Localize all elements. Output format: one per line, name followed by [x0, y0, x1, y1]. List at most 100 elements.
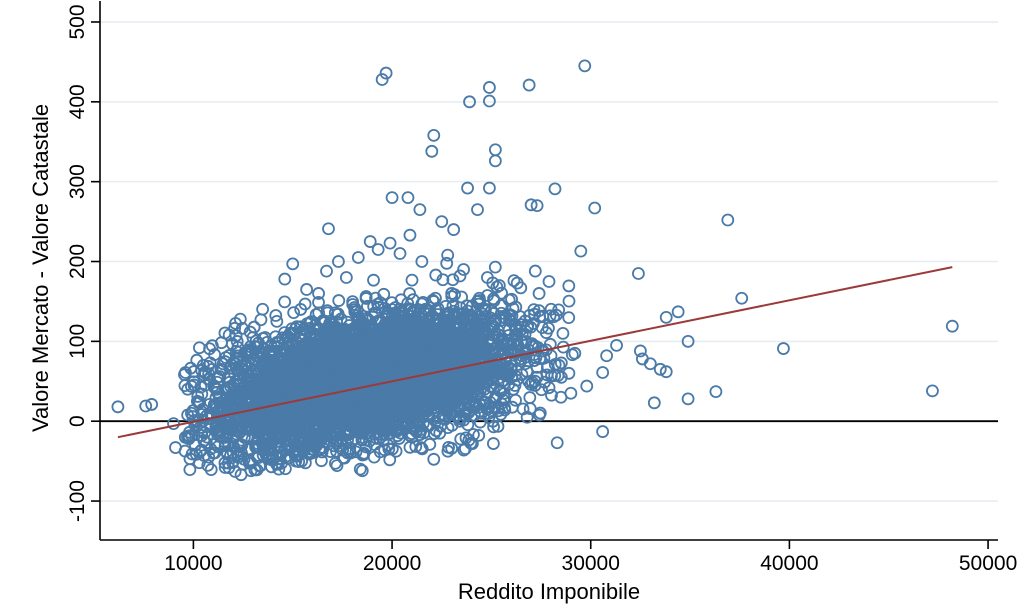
cloud-point [562, 311, 576, 325]
cloud-point [527, 303, 541, 317]
cloud-point [296, 333, 310, 346]
cloud-point [459, 431, 473, 445]
cloud-point [309, 308, 323, 321]
cloud-point [207, 398, 221, 411]
cloud-point [494, 299, 508, 313]
cloud-point [187, 375, 201, 389]
cloud-point [328, 306, 342, 320]
cloud-point [539, 326, 553, 339]
cloud-point [523, 391, 537, 404]
cloud-point [350, 304, 364, 318]
cloud-point [405, 273, 419, 287]
cloud-point [221, 391, 235, 405]
cloud-point [210, 382, 224, 396]
cloud-point [332, 294, 346, 307]
cloud-point [457, 443, 471, 457]
cloud-point [237, 422, 251, 436]
cloud-point [254, 313, 268, 327]
cloud-point [278, 336, 292, 350]
cloud-point [314, 454, 328, 468]
cloud-point [507, 274, 521, 288]
cloud-point [349, 445, 363, 459]
cloud-point [472, 428, 486, 442]
cloud-point [235, 391, 249, 405]
cloud-point [545, 388, 558, 402]
cloud-point [367, 273, 380, 287]
cloud-point [533, 352, 547, 365]
cloud-point [460, 383, 474, 397]
cloud-point [247, 320, 261, 334]
cloud-point [271, 457, 285, 471]
cloud-point [427, 452, 441, 466]
cloud-point [266, 447, 279, 461]
cloud-point [562, 279, 576, 293]
cloud-point [554, 370, 568, 384]
cloud-point [329, 456, 342, 470]
cloud-point [390, 424, 404, 438]
cloud-point [426, 293, 440, 307]
cloud-point [528, 379, 542, 392]
cloud-point [370, 432, 384, 445]
cloud-point [330, 459, 344, 473]
cloud-point [237, 352, 251, 366]
cloud-point [392, 423, 406, 437]
cloud-point [278, 295, 292, 309]
cloud-point [488, 260, 502, 274]
cloud-point [475, 324, 489, 338]
cloud-point [265, 460, 278, 474]
cloud-point [200, 409, 214, 423]
cloud-point [205, 339, 219, 353]
cloud-point [243, 454, 256, 468]
cloud-point [203, 356, 217, 370]
cloud-point [554, 356, 568, 370]
cloud-point [253, 425, 267, 439]
cloud-point [532, 408, 546, 422]
cloud-point [543, 309, 557, 323]
cloud-point [333, 435, 347, 448]
cloud-point [282, 451, 296, 465]
cloud-point [506, 302, 520, 315]
cloud-point [535, 383, 548, 397]
cloud-point [356, 448, 369, 462]
cloud-point [250, 340, 264, 354]
cloud-point [273, 449, 287, 462]
cloud-point [502, 337, 516, 351]
cloud-point [464, 380, 477, 394]
cloud-point [195, 429, 209, 442]
cloud-point [549, 308, 563, 322]
cloud-point [440, 256, 454, 270]
cloud-point [227, 440, 241, 454]
cloud-point [562, 294, 576, 308]
cloud-point [264, 440, 278, 453]
cloud-point [192, 341, 206, 355]
cloud-point [198, 426, 212, 440]
cloud-point [486, 414, 500, 428]
cloud-point [446, 273, 460, 287]
cloud-point [269, 309, 283, 322]
cloud-point [251, 383, 265, 397]
cloud-point [287, 306, 301, 320]
cloud-point [446, 391, 459, 405]
cloud-point [320, 304, 334, 318]
cloud-point [495, 375, 509, 388]
cloud-point [312, 296, 325, 309]
cloud-point [521, 319, 535, 333]
cloud-point [203, 342, 217, 356]
cloud-point [453, 269, 467, 283]
cloud-point [520, 365, 534, 378]
cloud-point [256, 302, 270, 316]
cloud-point [439, 299, 453, 313]
cloud-point [271, 340, 285, 354]
cloud-point [323, 429, 337, 443]
cloud-point [359, 440, 373, 454]
cloud-point [438, 412, 452, 426]
cloud-point [326, 417, 340, 431]
cloud-point [369, 291, 382, 305]
cloud-point [550, 436, 564, 450]
cloud-point [266, 373, 280, 386]
cloud-point [222, 461, 236, 475]
cloud-point [230, 349, 244, 363]
cloud-point [211, 426, 225, 440]
cloud-point [528, 264, 542, 278]
